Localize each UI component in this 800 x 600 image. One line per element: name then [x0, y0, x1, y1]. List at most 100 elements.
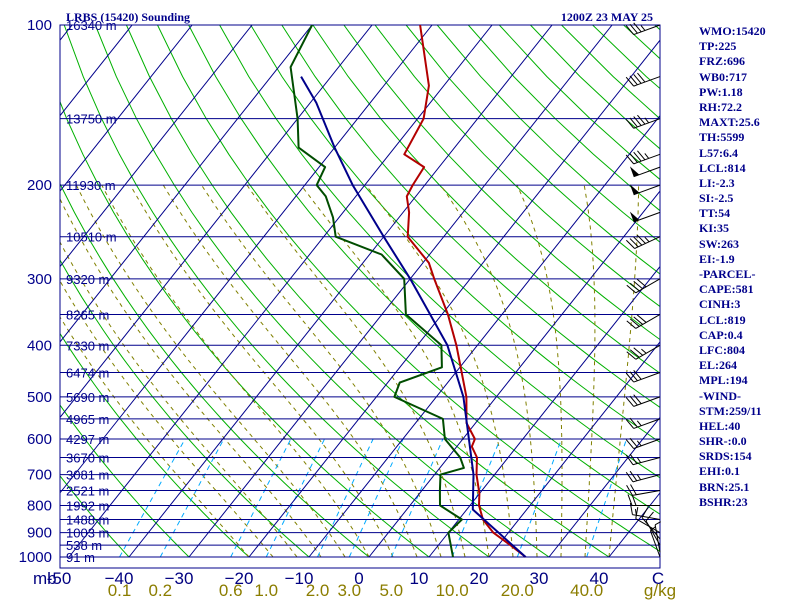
wind-barb-full — [629, 153, 638, 163]
pressure-tick-label: 100 — [27, 17, 52, 34]
mixing-ratio-tick-label: 1.0 — [254, 581, 278, 600]
wind-barb-full — [637, 150, 646, 161]
pressure-tick-label: 400 — [27, 337, 52, 354]
wind-barb-staff — [649, 530, 661, 558]
sounding-indices-panel: WMO:15420 TP:225 FRZ:696 WB0:717 PW:1.18 RH:7… — [699, 24, 799, 510]
height-label: 3081 m — [66, 468, 109, 483]
wind-barb-full — [635, 507, 639, 519]
wind-barb-flag — [629, 184, 640, 195]
wind-barb-full — [625, 419, 635, 429]
wind-barb — [635, 507, 661, 534]
parcel-profile-line — [300, 76, 527, 558]
height-label: 91 m — [66, 550, 95, 565]
plot-frame — [59, 24, 661, 569]
temperature-tick-labels: -50 −40 −30 −20 −10 0 10 20 30 40 — [47, 569, 609, 588]
height-label: 2521 m — [66, 484, 109, 499]
wind-barb-staff — [634, 236, 661, 249]
wind-barb-half — [644, 153, 650, 159]
wind-barb — [625, 234, 661, 249]
index-entry: MAXT:25.6 — [699, 115, 760, 130]
temperature-tick-label: 40 — [590, 569, 609, 588]
wind-barb-full — [633, 22, 642, 33]
temperature-tick-label: −30 — [165, 569, 194, 588]
height-label: 1488 m — [66, 512, 109, 527]
temperature-unit-label: C — [652, 569, 664, 588]
index-entry: FRZ:696 — [699, 54, 745, 69]
index-entry: EL:264 — [699, 358, 738, 373]
index-entry: LCL:814 — [699, 160, 746, 175]
wind-barb-full — [629, 395, 638, 406]
mixing-ratio-tick-label: 5.0 — [380, 581, 404, 600]
wind-barb-staff — [633, 118, 661, 129]
temperature-tick-label: 30 — [530, 569, 549, 588]
wind-barb-full — [633, 394, 642, 405]
wind-barb-full — [625, 439, 635, 449]
mixing-ratio-unit-label: g/kg — [644, 581, 676, 600]
moist-adiabat-line — [162, 184, 418, 558]
isotherm-line — [60, 25, 253, 268]
wind-barb-staff — [635, 314, 661, 329]
index-entry: RH:72.2 — [699, 99, 742, 114]
wind-barb-flag — [629, 166, 640, 177]
moist-adiabat-line — [583, 185, 596, 558]
mixing-ratio-line — [516, 438, 562, 558]
wind-barb-full — [637, 72, 646, 83]
wind-barb-full — [629, 282, 640, 292]
moist-adiabat-line — [75, 184, 346, 558]
height-label: 11930 m — [66, 178, 116, 193]
index-entry: SI:-2.5 — [699, 191, 734, 206]
wind-barb — [625, 114, 661, 129]
isotherm-line — [188, 25, 613, 558]
chart-title: LRBS (15420) Sounding — [66, 10, 190, 24]
wind-barb — [629, 184, 661, 196]
index-entry: SRDS:154 — [699, 449, 752, 464]
wind-barb-half — [636, 474, 642, 481]
mixing-ratio-line — [159, 438, 225, 558]
wind-barb — [625, 417, 661, 429]
wind-barb-staff — [635, 518, 661, 534]
index-entry: SHR-:0.0 — [699, 434, 747, 449]
index-entry: KI:35 — [699, 221, 729, 236]
wind-barb-full — [625, 239, 635, 249]
index-entry: EI:-1.9 — [699, 251, 735, 266]
height-label: 1003 m — [66, 526, 109, 541]
wind-barb-full — [631, 494, 637, 506]
wind-barb-full — [633, 347, 644, 356]
wind-barb-full — [629, 75, 638, 86]
temperature-tick-label: −40 — [105, 569, 134, 588]
wind-barb — [629, 211, 661, 223]
index-entry: EHI:0.1 — [699, 464, 741, 479]
isotherms — [60, 25, 660, 558]
wind-barb-full — [633, 316, 644, 325]
wind-barb — [626, 344, 661, 360]
wind-barb-flag — [629, 211, 640, 222]
wind-barb — [625, 394, 661, 407]
index-entry: TH:5599 — [699, 130, 745, 145]
height-label: 3670 m — [66, 450, 109, 465]
wind-barb-full — [625, 25, 635, 35]
isotherm-line — [60, 25, 433, 494]
wind-barb-half — [641, 348, 647, 354]
sounding-profiles — [289, 25, 527, 558]
wind-barb-full — [636, 314, 647, 323]
wind-barb-staff — [641, 517, 661, 540]
wind-barb-staff — [633, 372, 661, 383]
wind-barb-full — [629, 371, 638, 382]
height-label: 8265 m — [66, 307, 109, 322]
wind-barb-half — [636, 440, 642, 447]
index-entry: SW:263 — [699, 236, 740, 251]
wind-barb-full — [633, 280, 644, 290]
index-entry: BSHR:23 — [699, 494, 748, 509]
wind-barb — [626, 314, 661, 329]
mixing-ratio-tick-label: 0.6 — [219, 581, 243, 600]
wind-barb-full — [629, 470, 638, 482]
dewpoint-profile-line — [289, 25, 465, 558]
height-label: 9320 m — [66, 272, 109, 287]
moist-adiabat-line — [608, 185, 640, 558]
wind-barb-half — [654, 521, 661, 526]
index-entry: LFC:804 — [699, 342, 745, 357]
wind-barb-staff — [635, 344, 661, 360]
wind-barb-staff — [633, 153, 661, 165]
wind-barb-full — [625, 397, 635, 407]
